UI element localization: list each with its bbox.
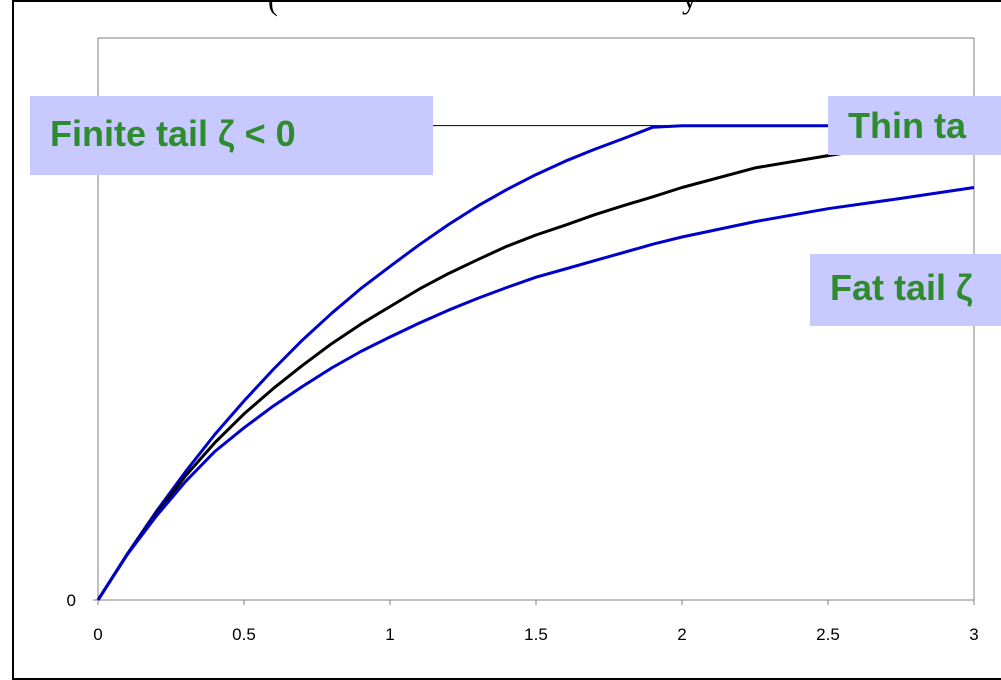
clipped-top-glyph: ( [268, 0, 278, 17]
x-tick-label: 0.5 [232, 625, 256, 644]
x-axis-ticks: 0 0.5 1 1.5 2 2.5 3 [93, 600, 979, 644]
gumbel-curve [96, 134, 975, 601]
x-tick-label: 1 [385, 625, 394, 644]
finite-tail-curve [96, 124, 974, 601]
y-tick-label: 0 [67, 591, 76, 610]
x-tick-label: 2.5 [816, 625, 840, 644]
x-tick-label: 1.5 [524, 625, 548, 644]
curves-group [96, 124, 975, 601]
fat-tail-label: Fat tail ζ [810, 254, 1001, 326]
x-tick-label: 2 [677, 625, 686, 644]
finite-tail-label: Finite tail ζ < 0 [30, 96, 433, 175]
clipped-top-glyph-2: y [682, 0, 697, 16]
x-tick-label: 0 [93, 625, 102, 644]
y-axis-ticks: 0 [67, 591, 98, 610]
x-tick-label: 3 [969, 625, 978, 644]
fat-tail-curve [96, 186, 975, 601]
chart-frame [12, 0, 1001, 680]
thin-tail-label: Thin ta [828, 96, 1001, 155]
